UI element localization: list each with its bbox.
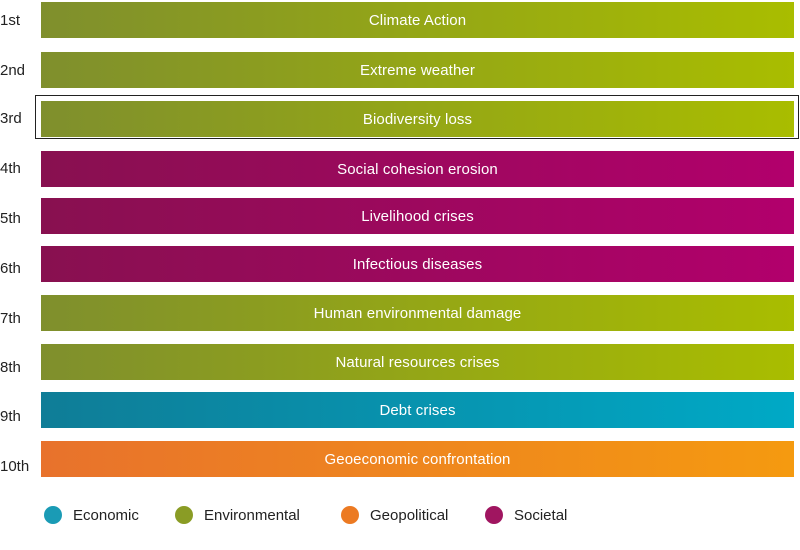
- risk-bar-label: Human environmental damage: [313, 304, 522, 322]
- risk-bar-label: Infectious diseases: [352, 255, 483, 273]
- rank-label: 8th: [0, 359, 21, 376]
- risk-bar-label: Climate Action: [368, 11, 467, 29]
- rank-label: 10th: [0, 458, 30, 475]
- risk-bar-label: Geoeconomic confrontation: [324, 450, 511, 468]
- legend-dot-icon: [341, 506, 359, 524]
- legend-label: Geopolitical: [370, 506, 449, 524]
- risk-bar-label: Natural resources crises: [335, 353, 500, 371]
- risk-bar: Debt crises: [41, 392, 794, 428]
- rank-label: 1st: [0, 12, 21, 29]
- risk-bar: Biodiversity loss: [41, 101, 794, 137]
- legend-dot-icon: [175, 506, 193, 524]
- risk-bar: Infectious diseases: [41, 246, 794, 282]
- rank-label: 3rd: [0, 110, 22, 127]
- rank-label: 4th: [0, 160, 21, 177]
- risk-bar-label: Extreme weather: [360, 61, 475, 79]
- risk-bar: Climate Action: [41, 2, 794, 38]
- risk-bar: Livelihood crises: [41, 198, 794, 234]
- legend-item: Environmental: [175, 506, 300, 524]
- risk-bar: Geoeconomic confrontation: [41, 441, 794, 477]
- highlight-frame: [35, 95, 799, 139]
- legend-dot-icon: [44, 506, 62, 524]
- risk-bar-label: Social cohesion erosion: [337, 160, 498, 178]
- risk-bar-label: Debt crises: [379, 401, 456, 419]
- legend-label: Environmental: [204, 506, 300, 524]
- risk-bar: Social cohesion erosion: [41, 151, 794, 187]
- risk-bar-label: Livelihood crises: [361, 207, 474, 225]
- risk-bar-label: Biodiversity loss: [362, 110, 473, 128]
- legend-label: Economic: [73, 506, 139, 524]
- rank-label: 2nd: [0, 62, 26, 79]
- legend-dot-icon: [485, 506, 503, 524]
- risk-bar: Human environmental damage: [41, 295, 794, 331]
- risk-bar: Natural resources crises: [41, 344, 794, 380]
- rank-label: 7th: [0, 310, 21, 327]
- legend-label: Societal: [514, 506, 568, 524]
- rank-label: 9th: [0, 408, 21, 425]
- rank-label: 6th: [0, 260, 21, 277]
- risk-bar: Extreme weather: [41, 52, 794, 88]
- rank-label: 5th: [0, 210, 21, 227]
- legend-item: Geopolitical: [341, 506, 448, 524]
- legend-item: Societal: [485, 506, 567, 524]
- legend-item: Economic: [44, 506, 139, 524]
